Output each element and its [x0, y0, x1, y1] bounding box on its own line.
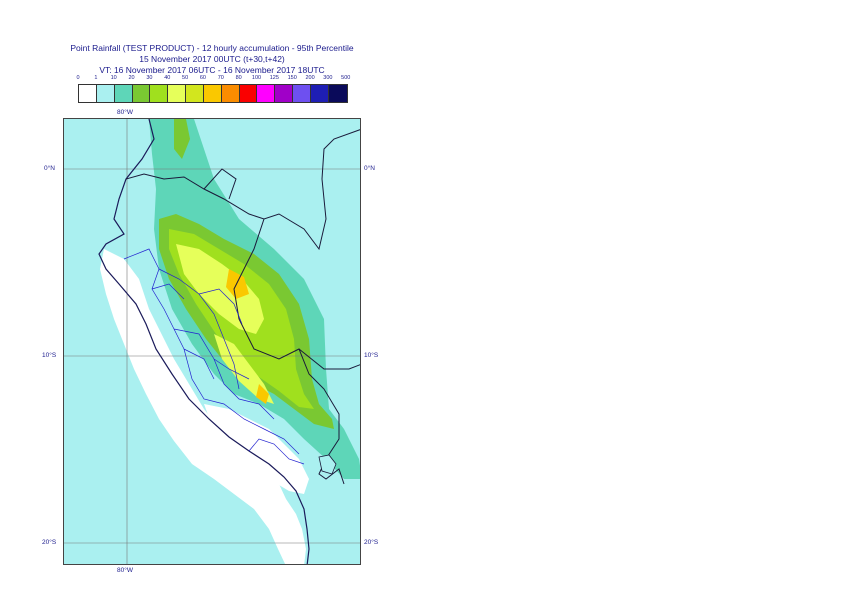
legend-swatch [186, 85, 204, 102]
rain-band-40mm [176, 244, 274, 404]
national-borders [125, 129, 360, 485]
legend-threshold-label: 30 [146, 75, 153, 81]
legend-threshold-label: 0 [76, 75, 80, 81]
legend-threshold-label: 40 [164, 75, 171, 81]
legend-swatch [132, 85, 151, 102]
title-line-3: VT: 16 November 2017 06UTC - 16 November… [99, 65, 325, 75]
legend-threshold-label: 125 [269, 75, 279, 81]
title-line-1: Point Rainfall (TEST PRODUCT) - 12 hourl… [70, 43, 354, 53]
rainfall-map [64, 119, 360, 564]
map-frame [63, 118, 361, 565]
legend-threshold-label: 20 [128, 75, 135, 81]
legend-threshold-label: 60 [199, 75, 206, 81]
lon-label-top: 80°W [117, 109, 133, 116]
lat-label-left-10: 10°S [42, 352, 57, 359]
lon-label-bottom: 80°W [117, 567, 133, 574]
lat-label-left-0: 0°N [44, 165, 55, 172]
legend-swatch [203, 85, 222, 102]
legend-threshold-label: 100 [251, 75, 262, 81]
legend-swatch [221, 85, 240, 102]
legend-threshold-label: 80 [235, 75, 242, 81]
legend-threshold-label: 200 [305, 75, 315, 81]
dry-coastal-zone [100, 249, 306, 564]
legend-swatch [293, 85, 311, 102]
legend-threshold-label: 150 [287, 75, 297, 81]
legend-threshold-label: 1 [94, 75, 98, 81]
legend-swatch [79, 85, 97, 102]
legend-swatch [168, 85, 187, 102]
legend-swatch [239, 85, 258, 102]
legend-swatch [275, 85, 294, 102]
legend-swatch [96, 85, 115, 102]
rain-band-60mm [226, 269, 269, 404]
legend-swatch [328, 85, 347, 102]
lat-label-right-10: 10°S [364, 352, 379, 359]
dry-inland-zone [204, 404, 309, 494]
legend-swatch [150, 85, 169, 102]
regional-borders [123, 248, 305, 465]
rainfall-color-legend [78, 84, 348, 103]
title-line-2: 15 November 2017 00UTC (t+30,t+42) [139, 54, 285, 64]
legend-threshold-label: 50 [182, 75, 189, 81]
legend-swatch [114, 85, 133, 102]
legend-threshold-label: 500 [341, 75, 351, 81]
lat-label-right-20: 20°S [364, 539, 379, 546]
legend-swatch [257, 85, 276, 102]
lat-label-right-0: 0°N [364, 165, 375, 172]
coastline [98, 119, 310, 564]
legend-threshold-label: 70 [217, 75, 224, 81]
lake-titicaca [318, 454, 337, 475]
legend-threshold-label: 10 [110, 75, 117, 81]
lat-label-left-20: 20°S [42, 539, 57, 546]
legend-threshold-label: 300 [323, 75, 333, 81]
legend-swatch [310, 85, 329, 102]
